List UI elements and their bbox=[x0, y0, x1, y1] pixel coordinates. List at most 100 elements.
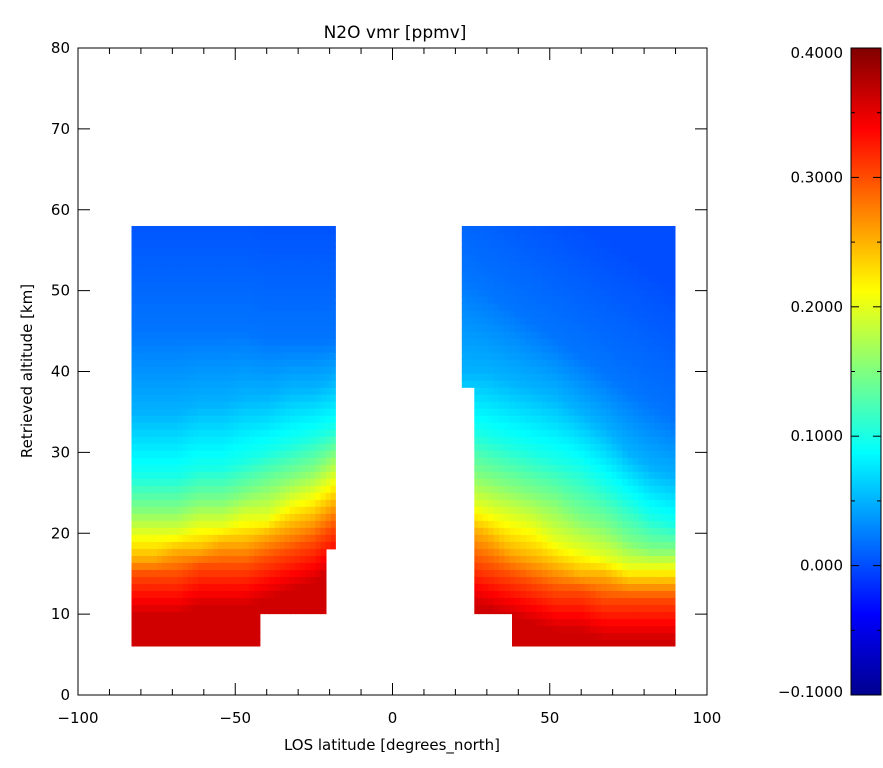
heatmap-cell bbox=[325, 225, 332, 234]
heatmap-cell bbox=[218, 310, 225, 318]
heatmap-cell bbox=[488, 359, 495, 367]
heatmap-cell bbox=[310, 590, 317, 599]
heatmap-cell bbox=[325, 310, 332, 318]
heatmap-cell bbox=[611, 499, 618, 507]
heatmap-cell bbox=[330, 232, 336, 241]
heatmap-cell bbox=[157, 303, 163, 311]
heatmap-cell bbox=[289, 408, 296, 416]
heatmap-cell bbox=[611, 457, 618, 465]
heatmap-cell bbox=[472, 625, 479, 634]
heatmap-cell bbox=[525, 597, 532, 606]
heatmap-cell bbox=[632, 562, 639, 570]
heatmap-cell bbox=[254, 373, 260, 381]
heatmap-cell bbox=[515, 443, 522, 451]
heatmap-cell bbox=[264, 394, 271, 402]
heatmap-cell bbox=[638, 639, 645, 647]
heatmap-cell bbox=[325, 555, 332, 563]
heatmap-cell bbox=[488, 562, 495, 570]
heatmap-cell bbox=[228, 450, 235, 458]
heatmap-cell bbox=[483, 625, 490, 634]
heatmap-cell bbox=[136, 604, 143, 613]
heatmap-cell bbox=[136, 422, 143, 430]
heatmap-cell bbox=[477, 352, 484, 360]
heatmap-cell bbox=[279, 429, 286, 437]
heatmap-cell bbox=[213, 338, 219, 346]
heatmap-cell bbox=[279, 576, 286, 584]
heatmap-cell bbox=[600, 569, 607, 577]
heatmap-cell bbox=[182, 506, 189, 514]
heatmap-cell bbox=[568, 324, 575, 332]
heatmap-cell bbox=[167, 604, 173, 613]
heatmap-cell bbox=[325, 260, 332, 269]
heatmap-cell bbox=[315, 555, 322, 563]
heatmap-cell bbox=[197, 345, 204, 353]
heatmap-cell bbox=[483, 450, 490, 458]
heatmap-cell bbox=[515, 555, 522, 563]
heatmap-cell bbox=[627, 632, 634, 641]
heatmap-cell bbox=[151, 387, 158, 395]
heatmap-cell bbox=[157, 338, 163, 346]
heatmap-cell bbox=[461, 260, 468, 269]
heatmap-cell bbox=[223, 289, 230, 297]
heatmap-cell bbox=[162, 541, 168, 549]
heatmap-cell bbox=[654, 583, 661, 591]
heatmap-cell bbox=[643, 569, 650, 577]
heatmap-cell bbox=[172, 387, 179, 395]
heatmap-cell bbox=[573, 506, 580, 514]
heatmap-cell bbox=[616, 534, 623, 542]
heatmap-cell bbox=[664, 464, 671, 472]
heatmap-cell bbox=[279, 604, 286, 613]
heatmap-cell bbox=[557, 310, 564, 318]
heatmap-cell bbox=[520, 310, 527, 318]
heatmap-cell bbox=[330, 239, 336, 248]
heatmap-cell bbox=[269, 513, 276, 521]
heatmap-cell bbox=[269, 443, 276, 451]
heatmap-cell bbox=[648, 274, 655, 283]
heatmap-cell bbox=[233, 366, 240, 374]
heatmap-cell bbox=[499, 471, 506, 479]
heatmap-cell bbox=[606, 548, 612, 556]
heatmap-cell bbox=[627, 338, 634, 346]
heatmap-cell bbox=[579, 618, 586, 627]
heatmap-cell bbox=[208, 478, 214, 486]
heatmap-cell bbox=[325, 429, 332, 437]
heatmap-cell bbox=[531, 590, 538, 599]
heatmap-cell bbox=[218, 625, 225, 634]
heatmap-cell bbox=[531, 492, 538, 500]
heatmap-cell bbox=[584, 506, 591, 514]
heatmap-cell bbox=[162, 478, 168, 486]
heatmap-cell bbox=[192, 310, 199, 318]
heatmap-cell bbox=[552, 555, 559, 563]
heatmap-cell bbox=[295, 471, 301, 479]
heatmap-cell bbox=[670, 639, 676, 647]
heatmap-cell bbox=[590, 338, 596, 346]
heatmap-cell bbox=[488, 625, 495, 634]
heatmap-cell bbox=[616, 436, 623, 444]
heatmap-cell bbox=[182, 331, 189, 339]
heatmap-cell bbox=[590, 541, 596, 549]
heatmap-cell bbox=[573, 239, 580, 248]
heatmap-cell bbox=[488, 324, 495, 332]
heatmap-cell bbox=[616, 450, 623, 458]
heatmap-cell bbox=[233, 387, 240, 395]
heatmap-cell bbox=[627, 485, 634, 493]
heatmap-cell bbox=[638, 604, 645, 613]
heatmap-cell bbox=[254, 366, 260, 374]
heatmap-cell bbox=[552, 492, 559, 500]
heatmap-cell bbox=[659, 310, 666, 318]
heatmap-cell bbox=[238, 225, 245, 234]
heatmap-cell bbox=[279, 345, 286, 353]
heatmap-cell bbox=[579, 443, 586, 451]
heatmap-cell bbox=[568, 499, 575, 507]
heatmap-cell bbox=[606, 239, 612, 248]
heatmap-cell bbox=[203, 303, 209, 311]
heatmap-cell bbox=[536, 359, 543, 367]
heatmap-cell bbox=[477, 604, 484, 613]
heatmap-cell bbox=[131, 345, 138, 353]
heatmap-cell bbox=[325, 611, 332, 620]
heatmap-cell bbox=[289, 562, 296, 570]
heatmap-cell bbox=[254, 239, 260, 248]
heatmap-cell bbox=[325, 513, 332, 521]
heatmap-cell bbox=[315, 618, 322, 627]
heatmap-cell bbox=[472, 541, 479, 549]
